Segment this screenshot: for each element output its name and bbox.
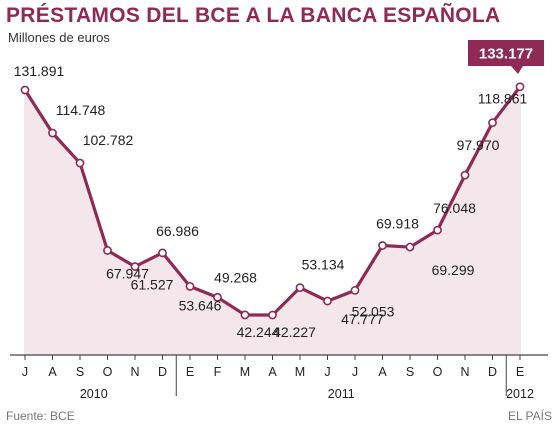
- data-point: [103, 246, 112, 255]
- data-label: 102.782: [83, 132, 134, 148]
- data-label: 69.299: [432, 262, 475, 278]
- data-point: [350, 285, 360, 295]
- data-point: [75, 158, 85, 168]
- data-label: 53.646: [179, 297, 222, 313]
- month-label: A: [268, 365, 277, 379]
- data-label: 53.134: [302, 257, 345, 273]
- month-label: O: [433, 365, 443, 379]
- data-label: 97.970: [457, 137, 500, 153]
- data-point: [460, 170, 470, 180]
- data-point: [268, 310, 277, 320]
- month-label: J: [22, 365, 28, 379]
- data-label: 76.048: [433, 200, 476, 216]
- data-label: 114.748: [56, 102, 106, 118]
- data-label: 118.861: [478, 91, 528, 107]
- highlight-box: [468, 40, 544, 66]
- data-label: 42.227: [273, 324, 316, 340]
- credit-note: EL PAÍS: [507, 409, 552, 423]
- month-label: M: [295, 365, 305, 379]
- data-point: [433, 225, 442, 235]
- data-point: [48, 128, 57, 138]
- data-point: [323, 296, 332, 306]
- data-point: [130, 262, 140, 271]
- month-label: S: [76, 365, 84, 379]
- data-point: [405, 242, 415, 252]
- data-label: 42.244: [237, 324, 280, 340]
- year-label: 2012: [506, 387, 534, 401]
- month-label: F: [214, 365, 222, 379]
- data-point: [488, 118, 497, 128]
- highlight-pointer: [511, 66, 523, 74]
- data-label: 47.777: [341, 311, 384, 327]
- month-label: D: [158, 365, 167, 379]
- data-label: 69.918: [376, 216, 419, 232]
- month-label: O: [103, 365, 113, 379]
- month-label: N: [130, 365, 139, 379]
- month-label: D: [488, 365, 497, 379]
- month-label: S: [406, 365, 414, 379]
- month-label: M: [240, 365, 250, 379]
- chart-subtitle: Millones de euros: [8, 30, 110, 45]
- data-point: [295, 283, 305, 293]
- data-label: 66.986: [156, 223, 199, 239]
- data-point: [213, 292, 222, 302]
- month-label: E: [186, 365, 194, 379]
- data-label: 61.527: [131, 277, 174, 293]
- month-label: A: [48, 365, 57, 379]
- year-label: 2011: [328, 387, 355, 401]
- data-point: [20, 85, 30, 95]
- year-label: 2010: [80, 387, 108, 401]
- data-point: [378, 241, 387, 250]
- data-label: 67.947: [106, 265, 149, 281]
- series-area: [25, 86, 520, 355]
- chart-title: PRÉSTAMOS DEL BCE A LA BANCA ESPAÑOLA: [6, 4, 501, 27]
- month-label: E: [516, 365, 524, 379]
- month-label: N: [460, 365, 469, 379]
- data-point: [158, 248, 167, 258]
- highlight-label: 133.177: [479, 46, 533, 63]
- data-label: 49.268: [214, 269, 257, 285]
- month-label: J: [352, 365, 358, 379]
- month-label: J: [324, 365, 330, 379]
- data-point: [515, 82, 525, 92]
- data-point: [185, 281, 195, 291]
- source-note: Fuente: BCE: [6, 409, 75, 423]
- month-label: A: [378, 365, 387, 379]
- data-point: [240, 310, 250, 320]
- data-label: 52.053: [352, 303, 395, 319]
- data-label: 131.891: [14, 63, 65, 79]
